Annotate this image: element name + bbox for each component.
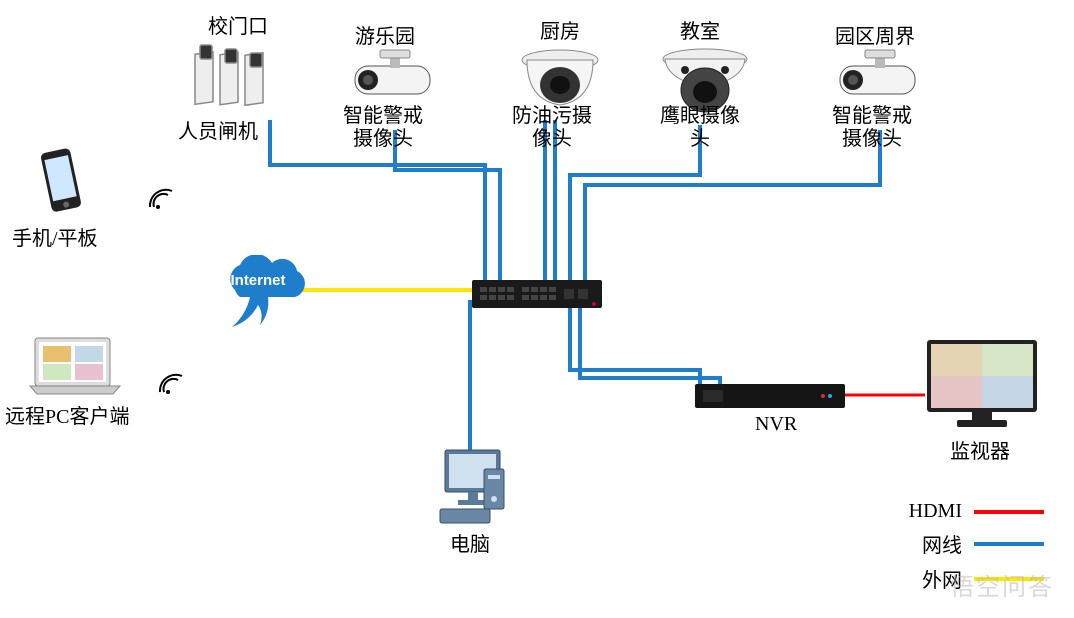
internet-cloud: Internet bbox=[210, 255, 320, 345]
legend-row: HDMI bbox=[909, 500, 1044, 523]
switch-device bbox=[472, 278, 602, 318]
edge-net bbox=[585, 130, 880, 280]
legend-swatch bbox=[974, 577, 1044, 581]
perimeter-bottom-label: 智能警戒 摄像头 bbox=[832, 105, 912, 151]
wifi-icon bbox=[150, 190, 172, 209]
gate-bottom-label: 人员闸机 bbox=[178, 115, 258, 144]
playground-bottom-label: 智能警戒 摄像头 bbox=[343, 105, 423, 151]
wifi-icon bbox=[160, 375, 182, 394]
legend-label: 网线 bbox=[922, 529, 962, 558]
nvr-label: NVR bbox=[755, 413, 797, 436]
legend-label: 外网 bbox=[922, 564, 962, 593]
monitor-device bbox=[922, 335, 1042, 445]
legend-swatch bbox=[974, 542, 1044, 546]
perimeter-top-label: 园区周界 bbox=[835, 20, 915, 49]
gate-top-label: 校门口 bbox=[208, 10, 268, 39]
classroom-bottom-label: 鹰眼摄像 头 bbox=[660, 105, 740, 151]
pc-device bbox=[430, 445, 520, 535]
phone-label: 手机/平板 bbox=[12, 222, 98, 251]
kitchen-top-label: 厨房 bbox=[540, 15, 580, 44]
remote-pc-label: 远程PC客户端 bbox=[5, 400, 129, 429]
legend-swatch bbox=[974, 510, 1044, 514]
legend-row: 外网 bbox=[909, 564, 1044, 593]
legend-row: 网线 bbox=[909, 529, 1044, 558]
classroom-top-label: 教室 bbox=[680, 15, 720, 44]
internet-label: Internet bbox=[230, 272, 285, 289]
monitor-label: 监视器 bbox=[950, 435, 1010, 464]
legend-label: HDMI bbox=[909, 500, 962, 523]
kitchen-bottom-label: 防油污摄 像头 bbox=[512, 105, 592, 151]
edge-net bbox=[395, 130, 500, 280]
phone-device bbox=[35, 145, 90, 230]
legend: HDMI 网线外网 bbox=[909, 494, 1044, 593]
remote-pc-device bbox=[25, 330, 125, 405]
gate-device bbox=[190, 35, 280, 120]
playground-top-label: 游乐园 bbox=[355, 20, 415, 49]
pc-label: 电脑 bbox=[450, 528, 490, 557]
